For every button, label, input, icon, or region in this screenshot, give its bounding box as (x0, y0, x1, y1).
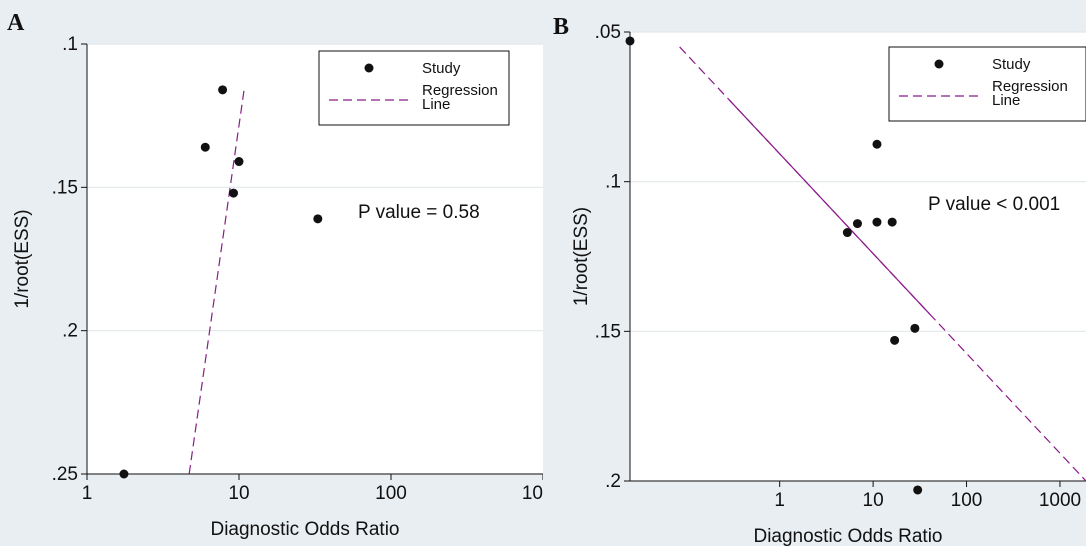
legend-box (888, 46, 1086, 122)
y-tick-label: .1 (605, 172, 621, 193)
study-point (218, 85, 228, 95)
study-point (313, 214, 323, 224)
y-tick-label: .1 (62, 34, 78, 55)
legend-marker (364, 63, 374, 73)
x-axis-title: Diagnostic Odds Ratio (210, 519, 399, 540)
y-axis-title: 1/root(ESS) (12, 209, 33, 308)
study-point (913, 485, 923, 495)
legend-box (318, 50, 510, 126)
y-tick-label: .25 (52, 464, 78, 485)
x-tick-label: 1 (774, 490, 785, 511)
panel-letter: B (553, 14, 569, 40)
x-tick-label: 1 (82, 483, 93, 504)
p-value-annotation: P value = 0.58 (358, 202, 480, 223)
study-point (228, 188, 238, 198)
study-point (852, 219, 862, 229)
x-tick-label: 100 (951, 490, 983, 511)
y-tick-label: .2 (62, 321, 78, 342)
study-point (872, 217, 882, 227)
panel-a: .1.15.2.251101001000Diagnostic Odds Rati… (0, 0, 564, 546)
x-tick-label: 10 (228, 483, 249, 504)
x-axis-title: Diagnostic Odds Ratio (753, 526, 942, 546)
legend-label-regression: Regression Line (422, 82, 498, 113)
y-tick-label: .15 (595, 321, 621, 342)
study-point (119, 469, 129, 479)
p-value-annotation: P value < 0.001 (928, 194, 1060, 215)
study-point (890, 335, 900, 345)
panel-letter: A (7, 10, 25, 36)
legend-label-study: Study (992, 56, 1031, 73)
x-tick-label: 10 (863, 490, 884, 511)
regression-line (188, 89, 245, 475)
study-point (872, 139, 882, 149)
y-tick-label: .05 (595, 22, 621, 43)
legend: Study Regression Line (888, 46, 1086, 122)
y-axis-title: 1/root(ESS) (571, 207, 592, 306)
y-tick-label: .15 (52, 177, 78, 198)
x-tick-label: 100 (375, 483, 407, 504)
regression-line-dashed (928, 313, 1086, 482)
legend-marker (934, 59, 944, 69)
legend-label-study: Study (422, 60, 461, 77)
study-point (200, 142, 210, 152)
x-tick-label: 1000 (1039, 490, 1081, 511)
study-point (887, 217, 897, 227)
study-point (234, 157, 244, 167)
study-point (910, 323, 920, 333)
regression-line-solid (729, 99, 930, 315)
study-point (842, 228, 852, 238)
legend: Study Regression Line (318, 50, 510, 126)
study-point (625, 36, 635, 46)
panel-b: .05 .1 .15 .2 1 10 100 1000 Diagnostic Odds Rati… (543, 0, 1086, 546)
legend-label-regression: Regression Line (992, 78, 1068, 109)
y-tick-label: .2 (605, 471, 621, 492)
